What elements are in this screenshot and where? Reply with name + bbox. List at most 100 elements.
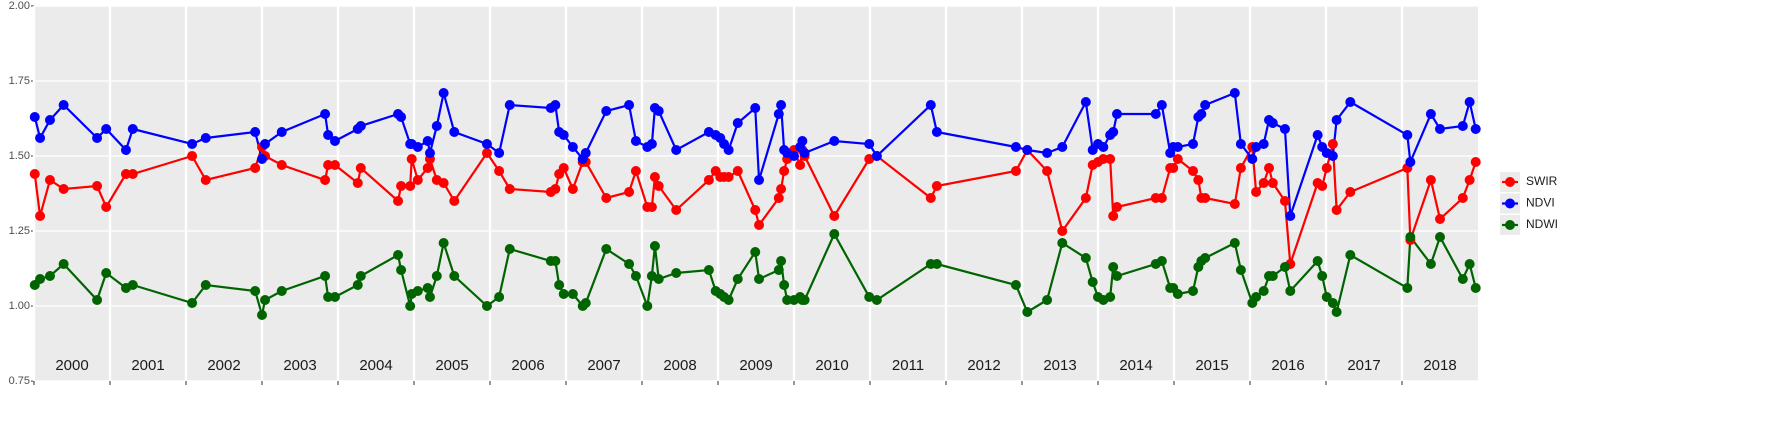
data-point — [355, 163, 366, 173]
x-tick-label: 2000 — [55, 357, 88, 374]
data-point — [1331, 115, 1342, 125]
data-point — [1229, 199, 1240, 209]
x-tick-label: 2018 — [1423, 357, 1456, 374]
data-point — [646, 202, 657, 212]
data-point — [438, 88, 449, 98]
data-point — [1264, 163, 1274, 173]
data-point — [431, 121, 442, 131]
data-point — [1112, 271, 1122, 281]
data-point — [405, 181, 416, 191]
data-point — [1331, 205, 1342, 215]
data-point — [773, 109, 784, 119]
data-point — [642, 301, 653, 311]
data-point — [1042, 166, 1053, 176]
data-point — [931, 181, 942, 191]
data-point — [187, 139, 198, 149]
data-point — [1188, 139, 1198, 149]
data-point — [1435, 214, 1445, 224]
data-point — [1172, 142, 1183, 152]
data-point — [776, 184, 787, 194]
series-line — [33, 143, 1477, 265]
data-point — [550, 100, 561, 110]
data-point — [1196, 109, 1207, 119]
data-point — [1108, 262, 1119, 272]
data-point — [257, 154, 267, 164]
data-point — [776, 100, 787, 110]
data-point — [422, 136, 433, 146]
data-point — [92, 133, 103, 143]
data-point — [703, 175, 714, 185]
data-point — [732, 166, 743, 176]
data-point — [120, 145, 131, 155]
data-point — [1108, 127, 1119, 137]
data-point — [789, 151, 799, 161]
data-point — [653, 106, 664, 116]
data-point — [773, 193, 784, 203]
data-point — [624, 187, 635, 197]
data-point — [29, 112, 40, 122]
data-point — [250, 163, 261, 173]
data-point — [44, 271, 55, 281]
y-tick-label: 0.75 — [9, 375, 30, 387]
data-point — [1345, 187, 1356, 197]
data-point — [630, 166, 641, 176]
data-point — [925, 100, 936, 110]
data-point — [323, 160, 334, 170]
data-point — [120, 169, 131, 179]
data-point — [504, 184, 515, 194]
data-point — [29, 169, 40, 179]
data-point — [92, 181, 103, 191]
data-point — [1402, 283, 1413, 293]
data-point — [58, 100, 69, 110]
data-point — [1312, 256, 1323, 266]
data-point — [723, 145, 734, 155]
x-tick-label: 2002 — [207, 357, 240, 374]
data-point — [567, 184, 578, 194]
data-point — [1279, 262, 1290, 272]
x-tick-label: 2012 — [967, 357, 1000, 374]
x-tick-label: 2007 — [587, 357, 620, 374]
data-point — [1258, 286, 1269, 296]
x-tick-label: 2001 — [131, 357, 164, 374]
y-tick-label: 1.00 — [9, 300, 30, 312]
legend-key-point — [1505, 198, 1515, 209]
x-tick-label: 2004 — [359, 357, 392, 374]
data-point — [127, 280, 138, 290]
data-point — [931, 259, 942, 269]
data-point — [396, 181, 407, 191]
data-point — [567, 142, 578, 152]
data-point — [44, 175, 55, 185]
data-point — [1457, 121, 1468, 131]
data-point — [187, 151, 198, 161]
data-point — [1312, 130, 1323, 140]
data-point — [624, 100, 635, 110]
data-point — [1057, 142, 1068, 152]
data-point — [1156, 256, 1167, 266]
x-tick-label: 2010 — [815, 357, 848, 374]
data-point — [1080, 193, 1091, 203]
data-point — [1172, 289, 1183, 299]
data-point — [260, 139, 271, 149]
data-point — [1200, 253, 1211, 263]
data-point — [567, 289, 578, 299]
data-point — [438, 178, 449, 188]
data-point — [449, 127, 460, 137]
data-point — [931, 127, 942, 137]
x-tick-label: 2003 — [283, 357, 316, 374]
data-point — [754, 175, 765, 185]
data-point — [352, 178, 363, 188]
data-point — [1235, 265, 1246, 275]
data-point — [1042, 295, 1053, 305]
data-point — [671, 205, 682, 215]
data-point — [200, 133, 211, 143]
data-point — [624, 259, 635, 269]
legend-key-point — [1505, 220, 1515, 230]
data-point — [481, 139, 492, 149]
data-point — [329, 136, 340, 146]
data-point — [1457, 193, 1468, 203]
data-point — [1247, 154, 1258, 164]
data-point — [558, 163, 569, 173]
data-point — [779, 280, 790, 290]
data-point — [1327, 139, 1338, 149]
